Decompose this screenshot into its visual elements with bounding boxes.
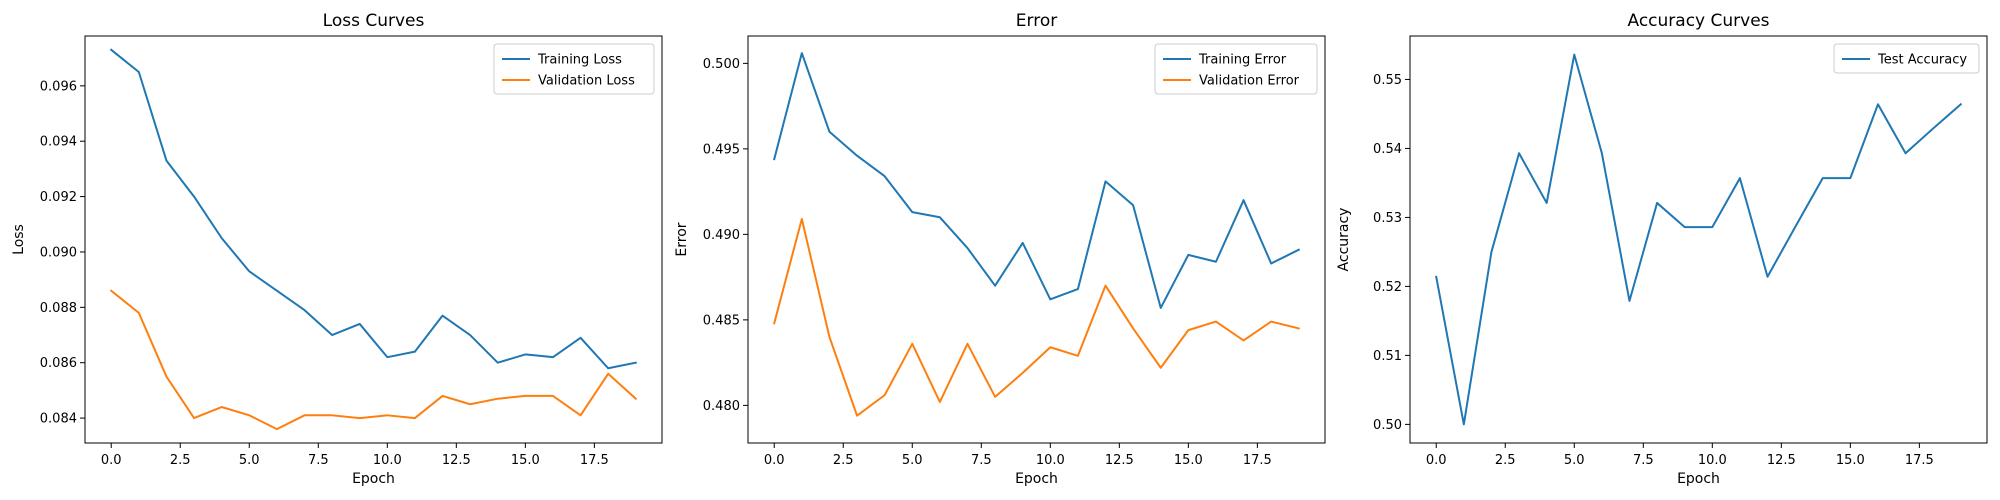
x-tick-label: 5.0 <box>239 453 260 468</box>
series-line-validation-loss <box>109 289 638 431</box>
y-tick-label: 0.096 <box>40 79 77 94</box>
x-tick-label: 5.0 <box>1564 453 1585 468</box>
x-axis-label: Epoch <box>1677 471 1720 487</box>
legend-box <box>1833 43 1980 74</box>
x-tick-label: 15.0 <box>1836 453 1865 468</box>
y-tick-label: 0.53 <box>1373 211 1402 226</box>
y-tick-label: 0.094 <box>40 135 77 150</box>
y-tick-label: 0.086 <box>40 356 77 371</box>
x-tick-label: 2.5 <box>833 453 854 468</box>
x-tick-label: 0.0 <box>1426 453 1447 468</box>
legend-box <box>493 43 655 95</box>
x-tick-label: 15.0 <box>1174 453 1203 468</box>
x-tick-label: 2.5 <box>170 453 191 468</box>
y-tick-label: 0.090 <box>40 245 77 260</box>
x-axis-label: Epoch <box>352 471 395 487</box>
y-tick-label: 0.55 <box>1373 73 1402 88</box>
accuracy-curves-chart: 0.0 2.5 5.0 7.5 10.0 12.5 15.0 17.5 0.50 0.51 0.52… <box>1336 11 1988 487</box>
x-tick-label: 7.5 <box>1633 453 1654 468</box>
x-tick-label: 10.0 <box>1698 453 1727 468</box>
chart-title: Error <box>1016 11 1057 31</box>
legend-label: Validation Loss <box>538 74 635 89</box>
y-tick-label: 0.088 <box>40 301 77 316</box>
series-line-validation-error <box>773 217 1300 417</box>
x-axis-label: Epoch <box>1015 471 1058 487</box>
y-axis-label: Error <box>674 222 690 256</box>
x-tick-label: 7.5 <box>971 453 992 468</box>
y-tick-label: 0.52 <box>1373 280 1402 295</box>
y-tick-label: 0.480 <box>703 399 740 414</box>
y-axis-label: Accuracy <box>1336 208 1352 272</box>
legend-box <box>1154 43 1318 95</box>
y-tick-label: 0.500 <box>703 57 740 72</box>
plot-frame <box>747 35 1326 444</box>
x-tick-label: 10.0 <box>1036 453 1065 468</box>
x-tick-label: 12.5 <box>1105 453 1134 468</box>
x-tick-label: 17.5 <box>580 453 609 468</box>
x-tick-label: 0.0 <box>101 453 122 468</box>
legend-label: Training Error <box>1198 53 1287 68</box>
error-chart: 0.0 2.5 5.0 7.5 10.0 12.5 15.0 17.5 0.480 0.485 0.… <box>674 11 1326 487</box>
x-tick-label: 7.5 <box>308 453 329 468</box>
x-tick-label: 2.5 <box>1495 453 1516 468</box>
y-tick-label: 0.485 <box>703 313 740 328</box>
plot-frame <box>84 35 663 444</box>
y-axis-label: Loss <box>11 224 27 255</box>
x-tick-label: 0.0 <box>764 453 785 468</box>
legend-label: Validation Error <box>1199 74 1300 89</box>
x-tick-label: 12.5 <box>442 453 471 468</box>
legend-label: Training Loss <box>537 53 622 68</box>
y-tick-label: 0.50 <box>1373 418 1402 433</box>
y-tick-label: 0.51 <box>1373 349 1402 364</box>
y-tick-label: 0.092 <box>40 190 77 205</box>
x-tick-label: 5.0 <box>902 453 923 468</box>
y-tick-label: 0.490 <box>703 228 740 243</box>
x-tick-label: 10.0 <box>373 453 402 468</box>
plot-frame <box>1409 35 1988 444</box>
x-tick-label: 17.5 <box>1905 453 1934 468</box>
y-tick-label: 0.495 <box>703 142 740 157</box>
y-tick-label: 0.084 <box>40 412 77 427</box>
series-line-training-loss <box>109 48 637 370</box>
y-tick-label: 0.54 <box>1373 142 1402 157</box>
chart-title: Accuracy Curves <box>1627 11 1769 31</box>
x-tick-label: 15.0 <box>511 453 540 468</box>
x-tick-label: 17.5 <box>1243 453 1272 468</box>
x-tick-label: 12.5 <box>1767 453 1796 468</box>
legend-label: Test Accuracy <box>1877 53 1967 68</box>
chart-title: Loss Curves <box>323 11 425 31</box>
series-line-test-accuracy <box>1435 53 1963 426</box>
loss-curves-chart: 0.0 2.5 5.0 7.5 10.0 12.5 15.0 17.5 0.084 0.086 0.… <box>11 11 663 487</box>
series-line-training-error <box>773 52 1301 309</box>
